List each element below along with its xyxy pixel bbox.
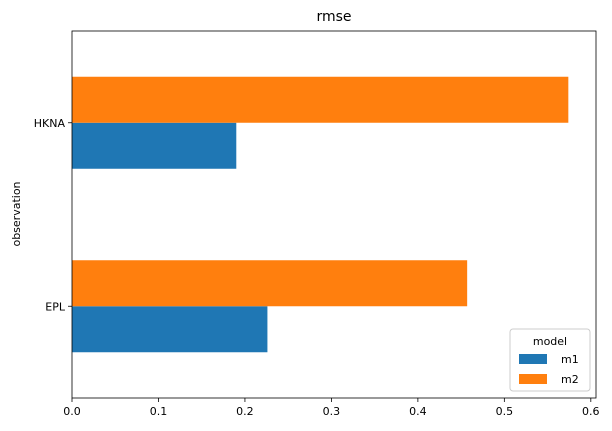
y-tick-label: HKNA xyxy=(34,117,66,130)
legend-label-m1: m1 xyxy=(561,353,579,366)
x-tick-label: 0.4 xyxy=(409,405,427,418)
x-tick-label: 0.1 xyxy=(150,405,168,418)
legend-title: model xyxy=(533,335,567,348)
x-tick-label: 0.0 xyxy=(63,405,81,418)
legend: model m1 m2 xyxy=(509,328,591,392)
x-tick-label: 0.6 xyxy=(582,405,600,418)
chart-title: rmse xyxy=(316,9,351,25)
y-tick-label: EPL xyxy=(45,300,66,313)
legend-label-m2: m2 xyxy=(561,373,579,386)
x-tick-label: 0.3 xyxy=(323,405,341,418)
bar-m2-HKNA xyxy=(72,76,569,123)
y-ticks: EPL HKNA xyxy=(34,117,72,313)
bar-m1-HKNA xyxy=(72,122,237,169)
bars xyxy=(72,76,569,353)
bar-m1-EPL xyxy=(72,306,268,353)
plot-frame xyxy=(71,30,597,399)
legend-swatch-m2 xyxy=(519,374,547,384)
y-axis-label: observation xyxy=(10,181,23,246)
x-tick-label: 0.2 xyxy=(236,405,254,418)
x-tick-label: 0.5 xyxy=(496,405,514,418)
x-ticks: 0.0 0.1 0.2 0.3 0.4 0.5 0.6 xyxy=(63,398,600,418)
bar-m2-EPL xyxy=(72,260,468,307)
legend-swatch-m1 xyxy=(519,354,547,364)
